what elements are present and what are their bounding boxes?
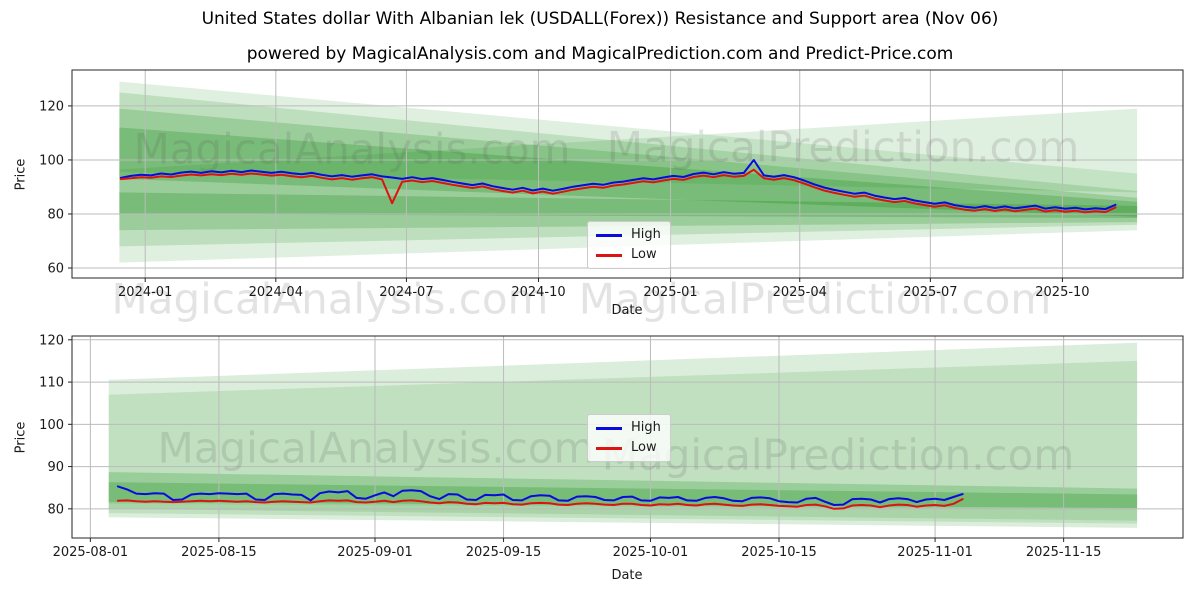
x-axis-label-top: Date xyxy=(611,303,643,318)
legend-entry-low: Low xyxy=(596,441,662,455)
axes-layer: 2025-08-01 2025-08-15 2025-09-01 2025-09-15… xyxy=(39,333,1184,560)
watermark-text: MagicalPrediction.com xyxy=(607,123,1080,172)
x-tick-label: 2025-10 xyxy=(1035,285,1089,300)
chart-title: United States dollar With Albanian lek (… xyxy=(201,9,999,29)
y-axis-label-top: Price xyxy=(13,158,29,191)
watermark-text: MagicalAnalysis.com xyxy=(158,424,595,473)
low-line xyxy=(116,498,964,510)
watermark-layer: MagicalAnalysis.com MagicalPrediction.com… xyxy=(112,123,1080,480)
legend-bottom: High Low xyxy=(587,414,671,462)
support-resistance-band xyxy=(119,92,1138,247)
axes-layer: 2024-01 2024-04 2024-07 2024-10 2025-01 2025-… xyxy=(39,69,1184,300)
x-tick-label: 2025-09-01 xyxy=(337,545,413,560)
x-tick-label: 2025-08-15 xyxy=(181,545,257,560)
x-tick-label: 2024-01 xyxy=(118,285,172,300)
watermark-text: MagicalPrediction.com xyxy=(579,275,1052,324)
legend-entry-high: High xyxy=(596,421,662,435)
support-resistance-band xyxy=(108,503,1138,521)
legend-entry-low: Low xyxy=(596,248,662,262)
legend-label-high: High xyxy=(631,420,661,435)
y-tick-label: 100 xyxy=(39,153,64,168)
support-resistance-band xyxy=(119,127,1138,217)
x-tick-label: 2025-11-15 xyxy=(1026,545,1102,560)
plot-frame xyxy=(71,335,1184,539)
x-tick-label: 2025-11-01 xyxy=(897,545,973,560)
high-line-swatch-icon xyxy=(596,426,622,430)
high-line xyxy=(116,485,964,506)
x-tick-label: 2024-07 xyxy=(379,285,433,300)
x-tick-label: 2025-08-01 xyxy=(53,545,129,560)
y-axis-label-bottom: Price xyxy=(13,421,29,454)
support-resistance-band xyxy=(119,81,1138,263)
support-resistance-band xyxy=(108,472,1138,510)
legend-entry-high: High xyxy=(596,228,662,242)
watermark-text: MagicalAnalysis.com xyxy=(112,275,549,324)
legend-top: High Low xyxy=(587,221,671,269)
high-line-swatch-icon xyxy=(596,233,622,237)
y-tick-label: 120 xyxy=(39,99,64,114)
low-line-swatch-icon xyxy=(596,253,622,257)
x-tick-label: 2025-10-15 xyxy=(741,545,817,560)
x-tick-label: 2025-04 xyxy=(773,285,827,300)
support-resistance-band xyxy=(119,192,1138,218)
x-tick-label: 2024-10 xyxy=(511,285,565,300)
watermark-text: MagicalAnalysis.com xyxy=(134,125,571,174)
y-tick-label: 100 xyxy=(39,418,64,433)
y-tick-label: 60 xyxy=(47,262,64,277)
x-tick-label: 2025-10-01 xyxy=(613,545,689,560)
legend-label-low: Low xyxy=(631,247,657,262)
watermark-text: MagicalPrediction.com xyxy=(602,431,1075,480)
y-tick-label: 80 xyxy=(47,502,64,517)
legend-label-low: Low xyxy=(631,440,657,455)
low-line xyxy=(119,168,1117,214)
x-axis-label-bottom: Date xyxy=(611,568,643,583)
support-resistance-band xyxy=(119,108,1138,193)
plot-frame xyxy=(71,69,1184,279)
chart-subtitle: powered by MagicalAnalysis.com and Magic… xyxy=(246,44,954,64)
high-line xyxy=(119,159,1117,211)
y-tick-label: 90 xyxy=(47,460,64,475)
x-tick-label: 2025-01 xyxy=(643,285,697,300)
y-tick-label: 120 xyxy=(39,333,64,348)
y-tick-label: 80 xyxy=(47,207,64,222)
low-line-swatch-icon xyxy=(596,446,622,450)
x-tick-label: 2025-09-15 xyxy=(466,545,542,560)
x-tick-label: 2024-04 xyxy=(249,285,303,300)
y-tick-label: 110 xyxy=(39,376,64,391)
x-tick-label: 2025-07 xyxy=(903,285,957,300)
legend-label-high: High xyxy=(631,227,661,242)
